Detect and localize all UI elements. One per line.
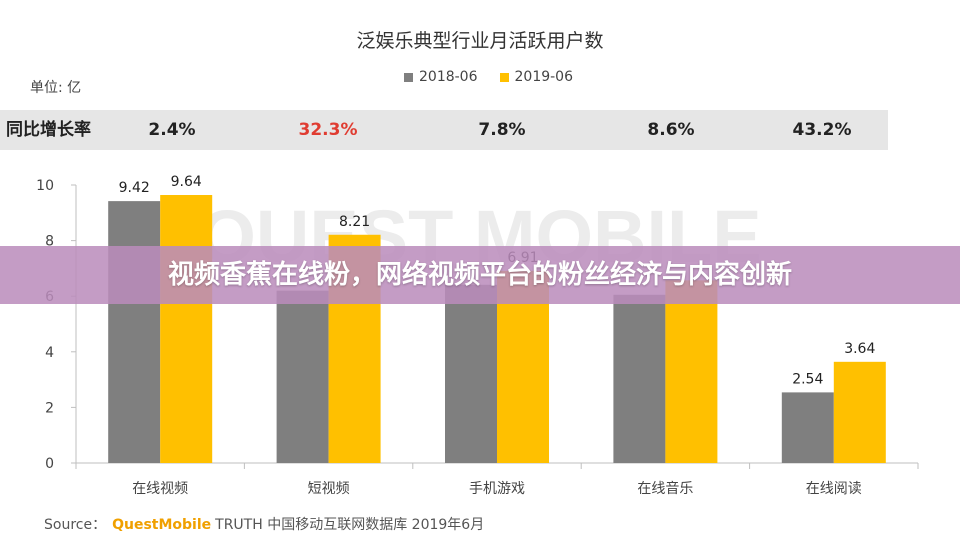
yoy-value: 8.6% [647, 120, 695, 140]
data-label: 3.64 [844, 341, 875, 357]
y-tick-label: 4 [45, 345, 54, 361]
x-tick-label: 在线音乐 [637, 480, 693, 497]
unit-label: 单位: 亿 [30, 80, 82, 96]
bar-2018-06 [108, 201, 161, 463]
bar-2018-06 [613, 294, 666, 463]
bar-2018-06 [781, 392, 834, 463]
bar-2019-06 [160, 195, 213, 463]
yoy-title: 同比增长率 [6, 120, 91, 140]
bar-2019-06 [833, 361, 886, 463]
y-tick-label: 2 [45, 400, 54, 416]
data-label: 9.64 [171, 174, 202, 190]
legend-item-2018: 2018-06 [404, 69, 478, 85]
legend-swatch-2019 [499, 72, 509, 82]
chart-title: 泛娱乐典型行业月活跃用户数 [356, 30, 604, 52]
yoy-value: 7.8% [478, 120, 526, 140]
legend-swatch-2018 [404, 72, 413, 82]
legend-label-2018: 2018-06 [419, 69, 478, 85]
x-tick-label: 手机游戏 [469, 481, 525, 497]
yoy-value: 2.4% [148, 120, 196, 140]
overlay-headline: 视频香蕉在线粉，网络视频平台的粉丝经济与内容创新 [167, 260, 792, 290]
legend: 2018-06 2019-06 [404, 68, 595, 86]
source-rest: TRUTH 中国移动互联网数据库 2019年6月 [215, 517, 485, 533]
y-tick-label: 10 [36, 178, 54, 194]
bar-2018-06 [445, 284, 497, 463]
y-tick-label: 8 [45, 234, 54, 250]
yoy-value: 32.3% [298, 120, 358, 140]
x-tick-label: 在线阅读 [806, 480, 862, 497]
data-label: 2.54 [792, 371, 823, 387]
x-tick-label: 在线视频 [132, 481, 188, 497]
overlay-banner: 视频香蕉在线粉，网络视频平台的粉丝经济与内容创新 [0, 246, 960, 304]
x-tick-label: 短视频 [308, 481, 350, 497]
legend-label-2019: 2019-06 [514, 69, 574, 85]
source-line: Source： QuestMobile TRUTH 中国移动互联网数据库 201… [44, 514, 484, 534]
bar-2018-06 [276, 290, 329, 463]
y-tick-label: 0 [45, 456, 54, 472]
yoy-growth-row: 同比增长率 2.4% 32.3% 7.8% 8.6% 43.2% [0, 110, 888, 150]
legend-item-2019: 2019-06 [499, 69, 574, 85]
source-brand: QuestMobile [112, 517, 212, 533]
yoy-value: 43.2% [792, 120, 852, 140]
data-label: 9.42 [119, 180, 150, 196]
data-label: 8.21 [339, 214, 370, 230]
bar-2019-06 [665, 280, 718, 463]
source-label: Source： [44, 517, 107, 533]
